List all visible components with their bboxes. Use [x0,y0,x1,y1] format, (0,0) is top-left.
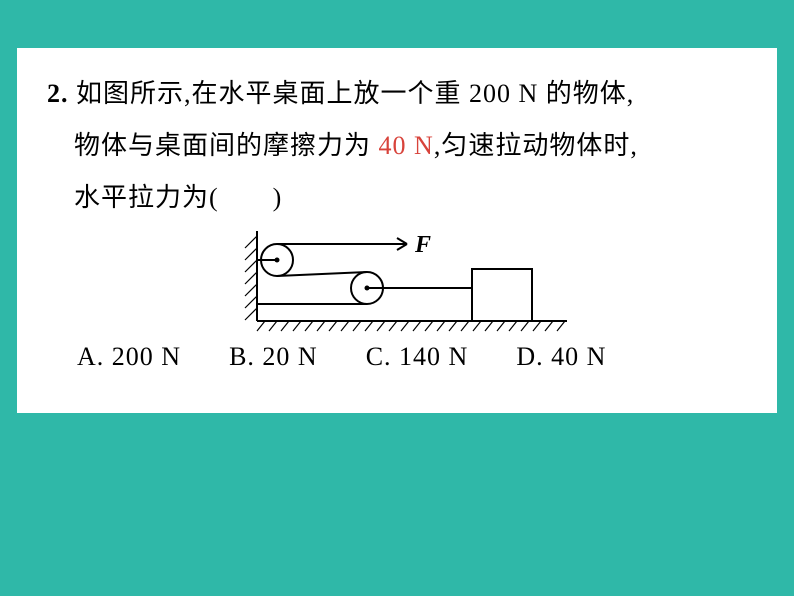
question-line1-a: 如图所示,在水平桌面上放一个重 [76,79,469,108]
force-label: F [414,232,431,258]
question-line2-a: 物体与桌面间的摩擦力为 [74,131,379,160]
question-line3: 水平拉力为( ) [74,183,282,212]
options-row: A. 200 N B. 20 N C. 140 N D. 40 N [47,342,747,372]
option-a[interactable]: A. 200 N [77,342,181,372]
question-card: 2. 如图所示,在水平桌面上放一个重 200 N 的物体, 物体与桌面间的摩擦力… [17,48,777,413]
option-c[interactable]: C. 140 N [366,342,469,372]
diagram-container: F [47,226,747,336]
question-value-40n: 40 N [379,131,434,160]
option-b[interactable]: B. 20 N [229,342,318,372]
question-text: 2. 如图所示,在水平桌面上放一个重 200 N 的物体, 物体与桌面间的摩擦力… [47,68,747,224]
option-d[interactable]: D. 40 N [516,342,606,372]
question-number: 2. [47,79,69,108]
question-line1-b: 的物体, [538,79,634,108]
question-value-200n: 200 N [469,79,538,108]
pulley-diagram: F [217,226,577,336]
question-line2-b: ,匀速拉动物体时, [434,131,638,160]
